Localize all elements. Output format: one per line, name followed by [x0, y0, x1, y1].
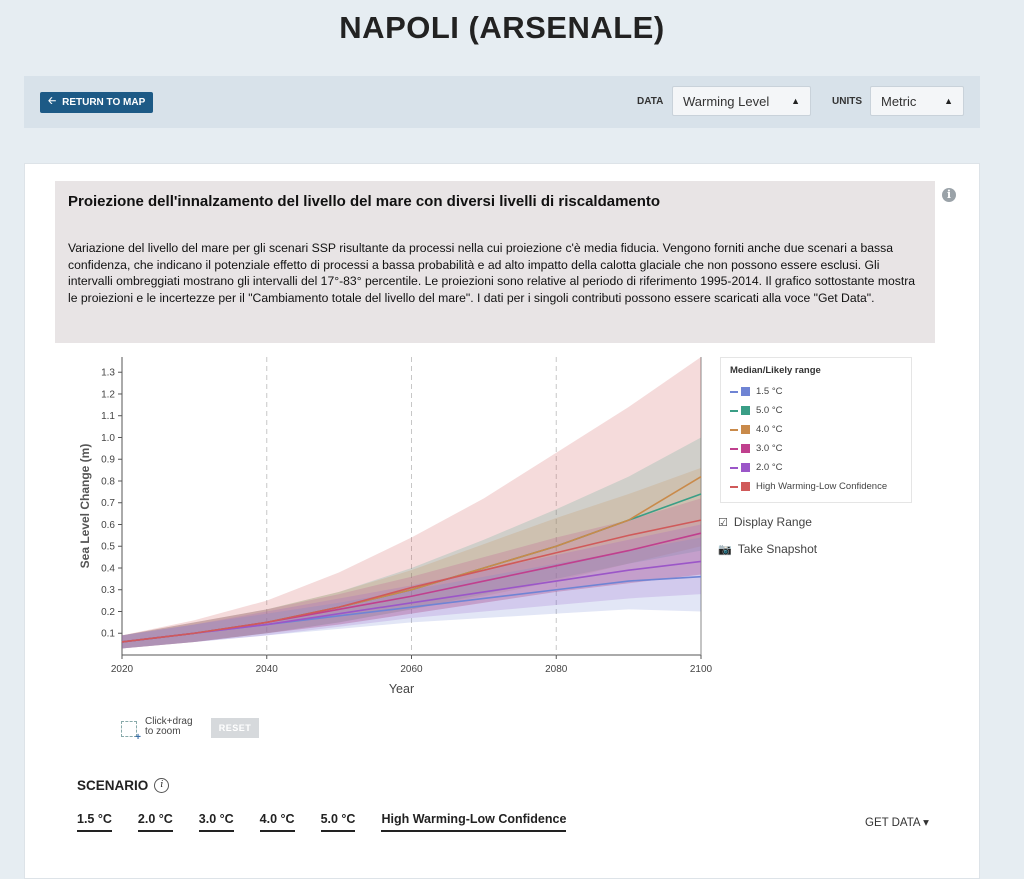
data-select[interactable]: Warming Level ▲ [672, 86, 811, 116]
legend: Median/Likely range 1.5 °C 5.0 °C 4.0 °C 3.… [720, 357, 912, 503]
select-arrows-icon: ▲ [944, 96, 953, 106]
x-tick-label: 2060 [400, 664, 423, 675]
scenario-tab[interactable]: 5.0 °C [320, 812, 356, 832]
y-tick-label: 0.3 [101, 585, 115, 596]
zoom-hint: Click+drag to zoom [121, 716, 193, 743]
legend-range-swatch [741, 425, 750, 434]
data-select-value: Warming Level [683, 93, 770, 109]
description-box: Proiezione dell'innalzamento del livello… [55, 181, 935, 343]
y-tick-label: 0.7 [101, 498, 115, 509]
legend-item[interactable]: 5.0 °C [730, 401, 911, 420]
range-band [122, 498, 701, 649]
y-tick-label: 1.2 [101, 389, 115, 400]
y-tick-label: 0.2 [101, 607, 115, 618]
x-axis-label: Year [389, 682, 414, 696]
y-tick-label: 1.0 [101, 433, 115, 444]
legend-range-swatch [741, 444, 750, 453]
display-range-toggle[interactable]: ☑ Display Range [718, 515, 812, 529]
y-tick-label: 0.5 [101, 542, 115, 553]
legend-line-swatch [730, 447, 738, 450]
zoom-hint-line1: Click+drag [145, 716, 193, 727]
legend-range-swatch [741, 387, 750, 396]
y-tick-label: 1.1 [101, 411, 115, 422]
display-range-label: Display Range [733, 515, 812, 529]
checkbox-checked-icon: ☑ [718, 516, 728, 529]
range-band [122, 467, 701, 649]
return-to-map-button[interactable]: 🡠 RETURN TO MAP [40, 92, 154, 113]
legend-range-swatch [741, 406, 750, 415]
legend-label: High Warming-Low Confidence [756, 481, 888, 492]
reset-zoom-button[interactable]: RESET [211, 718, 259, 738]
scenario-tab[interactable]: High Warming-Low Confidence [381, 812, 567, 832]
legend-line-swatch [730, 409, 738, 412]
range-band [122, 524, 701, 649]
chart-card: Proiezione dell'innalzamento del livello… [24, 163, 980, 879]
zoom-select-icon [121, 721, 141, 743]
take-snapshot-label: Take Snapshot [737, 542, 818, 556]
take-snapshot-button[interactable]: 📷 Take Snapshot [718, 542, 817, 556]
legend-item[interactable]: High Warming-Low Confidence [730, 477, 911, 496]
legend-range-swatch [741, 463, 750, 472]
range-band [122, 357, 701, 649]
legend-line-swatch [730, 466, 738, 469]
scenario-heading: SCENARIO i [77, 778, 170, 793]
y-axis-label: Sea Level Change (m) [78, 444, 92, 569]
legend-title: Median/Likely range [730, 365, 821, 376]
x-tick-label: 2100 [690, 664, 713, 675]
scenario-title: SCENARIO [77, 778, 149, 793]
legend-line-swatch [730, 485, 738, 488]
y-tick-label: 0.8 [101, 476, 115, 487]
scenario-tab[interactable]: 2.0 °C [137, 812, 173, 832]
description-title: Proiezione dell'innalzamento del livello… [68, 193, 661, 210]
legend-line-swatch [730, 390, 738, 393]
scenario-tab[interactable]: 1.5 °C [77, 812, 112, 832]
description-body: Variazione del livello del mare per gli … [68, 241, 916, 305]
units-label: UNITS [832, 96, 862, 107]
page-title: NAPOLI (ARSENALE) [339, 10, 665, 45]
x-tick-label: 2020 [111, 664, 134, 675]
get-data-button[interactable]: GET DATA ▾ [865, 817, 929, 829]
return-to-map-label: RETURN TO MAP [62, 97, 146, 108]
legend-line-swatch [730, 428, 738, 431]
median-line [121, 519, 702, 643]
units-select[interactable]: Metric ▲ [870, 86, 964, 116]
toolbar: 🡠 RETURN TO MAP DATA Warming Level ▲ UNI… [24, 76, 980, 128]
legend-item[interactable]: 2.0 °C [730, 458, 911, 477]
y-tick-label: 0.1 [101, 629, 115, 640]
y-tick-label: 0.4 [101, 563, 115, 574]
x-tick-label: 2040 [256, 664, 279, 675]
legend-item[interactable]: 4.0 °C [730, 420, 911, 439]
data-label: DATA [637, 96, 664, 107]
legend-range-swatch [741, 482, 750, 491]
legend-item[interactable]: 1.5 °C [730, 382, 911, 401]
legend-label: 4.0 °C [756, 424, 783, 435]
x-tick-label: 2080 [545, 664, 568, 675]
y-tick-label: 0.6 [101, 520, 115, 531]
range-band [122, 437, 701, 649]
info-icon[interactable]: i [942, 188, 956, 202]
zoom-hint-line2: to zoom [145, 726, 181, 737]
y-tick-label: 1.3 [101, 368, 115, 379]
legend-label: 5.0 °C [756, 405, 783, 416]
scenario-tab[interactable]: 3.0 °C [198, 812, 234, 832]
legend-label: 1.5 °C [756, 386, 783, 397]
units-select-value: Metric [881, 93, 917, 109]
scenario-tab[interactable]: 4.0 °C [259, 812, 295, 832]
sea-level-chart[interactable]: 2020 2040 2060 2080 2100 0.1 0.2 0.3 0.4 0.5 0.6 0.… [25, 164, 981, 724]
scenario-tabs: 1.5 °C 2.0 °C 3.0 °C 4.0 °C 5.0 °C High Warmi… [77, 812, 592, 832]
legend-item[interactable]: 3.0 °C [730, 439, 911, 458]
legend-label: 3.0 °C [756, 443, 783, 454]
arrow-left-icon: 🡠 [48, 96, 57, 107]
camera-icon: 📷 [718, 543, 732, 556]
select-arrows-icon: ▲ [791, 96, 800, 106]
info-icon[interactable]: i [154, 778, 170, 793]
legend-label: 2.0 °C [756, 462, 783, 473]
y-tick-label: 0.9 [101, 455, 115, 466]
